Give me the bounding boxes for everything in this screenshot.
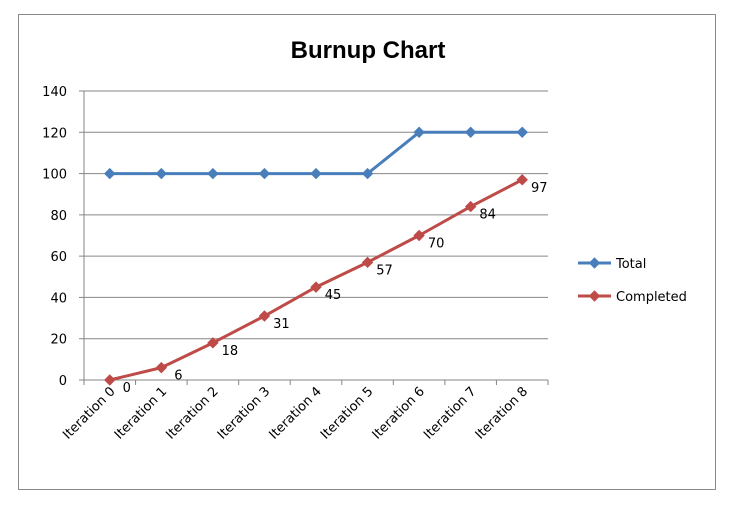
point-completed-0	[104, 374, 116, 386]
data-label-completed-3: 31	[273, 317, 290, 332]
legend-label-completed: Completed	[616, 290, 687, 305]
point-total-7	[464, 126, 477, 138]
data-label-completed-5: 57	[376, 263, 393, 278]
chart-title: Burnup Chart	[291, 37, 446, 64]
legend: Total Completed	[578, 257, 687, 305]
x-tick-label-7: Iteration 7	[421, 384, 479, 442]
legend-marker-total	[588, 257, 601, 269]
data-labels: 0 6 18 31 45 57 70 84 97	[123, 181, 548, 396]
point-total-2	[207, 167, 219, 180]
data-label-completed-7: 84	[479, 208, 496, 223]
point-completed-8	[516, 174, 528, 186]
point-total-4	[310, 167, 322, 180]
y-tick-label-60: 60	[50, 250, 67, 265]
data-label-completed-0: 0	[123, 381, 131, 396]
point-completed-7	[464, 200, 477, 213]
y-tick-label-120: 120	[42, 126, 67, 141]
x-tick-label-2: Iteration 2	[163, 384, 221, 442]
point-total-3	[258, 167, 271, 180]
point-completed-6	[413, 229, 425, 242]
point-total-8	[516, 126, 528, 138]
series	[104, 126, 528, 386]
data-label-completed-4: 45	[325, 288, 342, 303]
y-tick-label-20: 20	[50, 333, 67, 348]
point-completed-3	[258, 310, 271, 322]
data-label-completed-2: 18	[222, 344, 239, 359]
legend-label-total: Total	[615, 257, 646, 272]
x-tick-label-4: Iteration 4	[266, 384, 324, 442]
grid-lines	[84, 90, 548, 340]
x-tick-label-0: Iteration 0	[60, 384, 118, 442]
y-tick-label-140: 140	[42, 85, 67, 100]
point-completed-2	[207, 337, 219, 349]
point-completed-1	[155, 361, 168, 374]
series-line-total	[109, 130, 523, 176]
y-tick-label-40: 40	[50, 291, 67, 306]
x-tick-label-8: Iteration 8	[473, 384, 531, 442]
axes	[83, 91, 548, 381]
chart-frame	[18, 14, 716, 490]
y-tick-label-100: 100	[42, 168, 67, 183]
y-tick-label-80: 80	[50, 209, 67, 224]
x-tick-label-3: Iteration 3	[215, 384, 273, 442]
x-tick-label-6: Iteration 6	[370, 384, 428, 442]
data-label-completed-6: 70	[428, 237, 445, 252]
x-tick-label-1: Iteration 1	[112, 384, 170, 442]
point-total-5	[361, 167, 374, 180]
point-total-0	[104, 167, 116, 180]
point-completed-5	[361, 256, 374, 269]
legend-marker-completed	[588, 290, 601, 302]
y-axis-ticks: 0 20 40 60 80 100 120 140	[42, 85, 84, 389]
point-total-6	[413, 126, 425, 138]
point-completed-4	[310, 281, 322, 293]
y-tick-label-0: 0	[59, 374, 67, 389]
data-label-completed-1: 6	[174, 369, 182, 384]
series-line-completed	[109, 178, 523, 382]
x-tick-label-5: Iteration 5	[318, 384, 376, 442]
point-total-1	[155, 167, 168, 180]
data-label-completed-8: 97	[531, 181, 548, 196]
